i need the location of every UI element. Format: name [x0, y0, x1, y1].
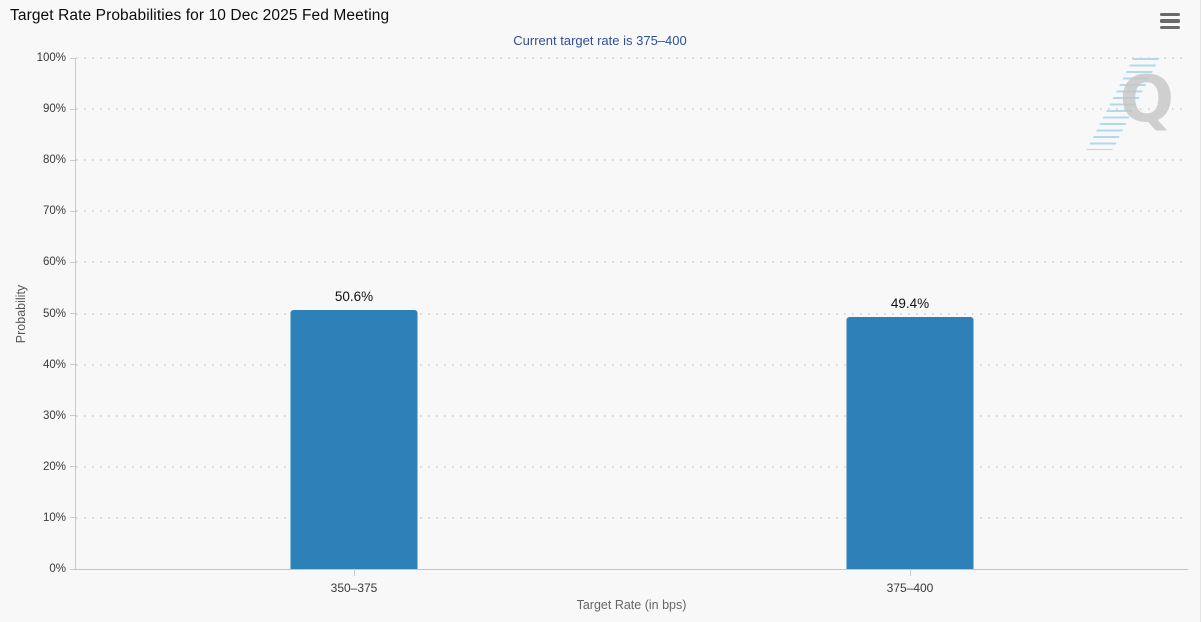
probability-bar-350-375	[290, 310, 418, 569]
chart-menu-button[interactable]	[1160, 10, 1184, 32]
gridline-30	[76, 414, 1188, 417]
gridline-80	[76, 159, 1188, 162]
y-tick-label: 0%	[49, 563, 66, 575]
y-tick-mark	[70, 57, 76, 59]
y-tick-mark	[70, 415, 76, 417]
chart-title: Target Rate Probabilities for 10 Dec 202…	[10, 7, 390, 24]
hamburger-menu-icon	[1160, 25, 1180, 30]
gridline-60	[76, 261, 1188, 264]
y-tick-label: 30%	[42, 409, 66, 422]
y-tick-mark	[70, 210, 76, 212]
y-tick-label: 10%	[42, 511, 66, 524]
x-tick-mark	[909, 569, 911, 576]
y-tick-mark	[70, 261, 76, 263]
bar-value-label: 49.4%	[890, 295, 930, 311]
plot-area: Q 0% 10% 20% 30% 40% 50% 60% 70% 80% 90% 100% 50.6%…	[37, 52, 1188, 595]
y-tick-label: 70%	[42, 205, 66, 218]
hamburger-menu-icon	[1160, 19, 1180, 23]
y-tick-mark	[70, 364, 76, 366]
y-tick-label: 20%	[42, 460, 66, 473]
y-tick-mark	[70, 466, 76, 468]
y-tick-label: 60%	[42, 256, 66, 269]
x-tick-label: 350–375	[330, 581, 378, 595]
y-tick-mark	[70, 313, 76, 314]
gridline-90	[76, 108, 1188, 111]
quikstrike-watermark: Q	[1086, 58, 1176, 152]
bar-value-label: 50.6%	[334, 289, 374, 305]
y-tick-label: 80%	[42, 154, 66, 167]
gridline-50	[76, 312, 1188, 315]
gridline-20	[76, 465, 1188, 468]
x-tick-label: 375–400	[886, 581, 934, 595]
y-tick-mark	[70, 517, 76, 519]
y-tick-label: 100%	[36, 52, 66, 64]
y-tick-label: 90%	[42, 103, 66, 116]
y-tick-label: 50%	[42, 307, 66, 320]
y-tick-mark	[70, 108, 76, 110]
chart-subtitle: Current target rate is 375–400	[513, 33, 687, 48]
watermark-q-letter: Q	[1119, 63, 1174, 137]
gridline-40	[76, 363, 1188, 366]
x-tick-mark	[353, 569, 355, 576]
gridline-70	[76, 210, 1188, 213]
gridline-100	[76, 57, 1188, 59]
y-tick-label: 40%	[42, 358, 66, 371]
gridline-10	[76, 516, 1188, 519]
watermark-hatch-stripes	[1086, 58, 1160, 150]
y-tick-mark	[70, 568, 76, 570]
y-tick-mark	[70, 159, 76, 161]
probability-bar-375-400	[846, 316, 974, 569]
hamburger-menu-icon	[1160, 12, 1180, 17]
x-axis-title: Target Rate (in bps)	[576, 598, 687, 612]
